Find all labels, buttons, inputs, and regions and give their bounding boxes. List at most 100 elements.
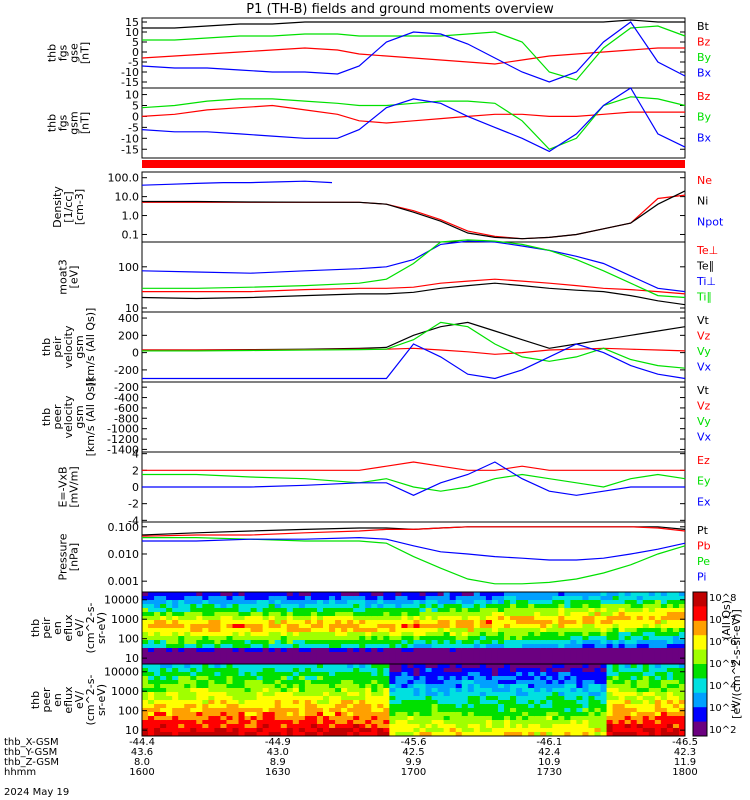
- spectrogram-cell: [341, 664, 348, 669]
- spectrogram-cell: [582, 672, 589, 677]
- y-tick-label: -1000: [107, 423, 139, 436]
- spectrogram-cell: [528, 708, 535, 713]
- spectrogram-cell: [540, 684, 547, 689]
- spectrogram-cell: [534, 608, 541, 613]
- spectrogram-cell: [262, 608, 270, 613]
- spectrogram-cell: [166, 620, 173, 625]
- spectrogram-cell: [672, 732, 680, 737]
- series-line-Pb: [141, 526, 686, 537]
- spectrogram-cell: [316, 628, 324, 633]
- spectrogram-cell: [341, 596, 348, 601]
- spectrogram-cell: [238, 600, 246, 605]
- spectrogram-cell: [401, 668, 408, 673]
- spectrogram-cell: [516, 616, 523, 621]
- spectrogram-cell: [497, 604, 505, 609]
- spectrogram-cell: [576, 704, 583, 709]
- spectrogram-cell: [672, 716, 680, 721]
- spectrogram-cell: [546, 696, 553, 701]
- spectrogram-cell: [497, 724, 505, 729]
- spectrogram-cell: [582, 732, 589, 737]
- spectrogram-cell: [570, 636, 577, 641]
- spectrogram-cell: [262, 704, 270, 709]
- legend-Ey: Ey: [697, 475, 711, 488]
- spectrogram-cell: [298, 720, 306, 725]
- spectrogram-cell: [292, 724, 300, 729]
- spectrogram-cell: [341, 592, 348, 597]
- spectrogram-cell: [564, 640, 571, 645]
- spectrogram-cell: [353, 664, 360, 669]
- spectrogram-cell: [630, 600, 638, 605]
- spectrogram-cell: [310, 700, 318, 705]
- spectrogram-cell: [576, 620, 583, 625]
- spectrogram-cell: [660, 712, 668, 717]
- spectrogram-cell: [618, 644, 626, 649]
- spectrogram-cell: [365, 704, 372, 709]
- spectrogram-cell: [407, 628, 414, 633]
- spectrogram-cell: [202, 700, 209, 705]
- spectrogram-cell: [666, 720, 674, 725]
- spectrogram-cell: [479, 676, 487, 681]
- spectrogram-cell: [546, 720, 553, 725]
- spectrogram-cell: [166, 596, 173, 601]
- spectrogram-cell: [359, 728, 366, 733]
- spectrogram-cell: [238, 620, 246, 625]
- colorbar-label-2: (All Qs): [720, 600, 733, 640]
- spectrogram-cell: [660, 676, 668, 681]
- spectrogram-cell: [419, 688, 427, 693]
- spectrogram-cell: [371, 692, 378, 697]
- spectrogram-cell: [323, 720, 330, 725]
- spectrogram-cell: [455, 688, 463, 693]
- spectrogram-cell: [341, 620, 348, 625]
- spectrogram-cell: [491, 608, 499, 613]
- spectrogram-cell: [220, 688, 227, 693]
- spectrogram-cell: [335, 700, 342, 705]
- spectrogram-cell: [274, 716, 282, 721]
- spectrogram-cell: [594, 704, 602, 709]
- spectrogram-cell: [226, 616, 233, 621]
- spectrogram-cell: [353, 656, 360, 661]
- spectrogram-cell: [558, 672, 565, 677]
- spectrogram-cell: [564, 612, 571, 617]
- spectrogram-cell: [425, 700, 433, 705]
- y-tick-label: 10: [125, 302, 139, 315]
- spectrogram-cell: [220, 616, 227, 621]
- spectrogram-cell: [329, 700, 336, 705]
- spectrogram-cell: [678, 596, 686, 601]
- spectrogram-cell: [268, 632, 276, 637]
- spectrogram-cell: [576, 664, 583, 669]
- spectrogram-cell: [262, 688, 270, 693]
- spectrogram-cell: [304, 600, 312, 605]
- spectrogram-cell: [298, 696, 306, 701]
- spectrogram-cell: [443, 676, 451, 681]
- spectrogram-cell: [672, 712, 680, 717]
- spectrogram-cell: [467, 684, 475, 689]
- spectrogram-cell: [552, 612, 559, 617]
- spectrogram-cell: [226, 644, 233, 649]
- spectrogram-cell: [485, 676, 493, 681]
- spectrogram-cell: [304, 612, 312, 617]
- spectrogram-cell: [618, 592, 626, 597]
- spectrogram-cell: [552, 692, 559, 697]
- spectrogram-cell: [558, 712, 565, 717]
- spectrogram-cell: [178, 652, 185, 657]
- spectrogram-cell: [196, 620, 203, 625]
- spectrogram-cell: [244, 700, 252, 705]
- spectrogram-cell: [449, 628, 457, 633]
- spectrogram-cell: [286, 732, 294, 737]
- y-axis-label: E=-VxB[mV/m]: [57, 466, 81, 507]
- spectrogram-cell: [262, 692, 270, 697]
- spectrogram-cell: [497, 696, 505, 701]
- spectrogram-cell: [365, 632, 372, 637]
- spectrogram-cell: [630, 712, 638, 717]
- spectrogram-cell: [594, 596, 602, 601]
- x-axis-value: -44.4: [129, 737, 155, 748]
- y-tick-label: -10: [121, 132, 139, 145]
- spectrogram-cell: [588, 728, 595, 733]
- spectrogram-cell: [431, 632, 439, 637]
- y-axis-label-line: fgs: [57, 114, 70, 131]
- spectrogram-cell: [606, 684, 614, 689]
- spectrogram-cell: [401, 620, 408, 625]
- spectrogram-cell: [401, 664, 408, 669]
- spectrogram-cell: [630, 664, 638, 669]
